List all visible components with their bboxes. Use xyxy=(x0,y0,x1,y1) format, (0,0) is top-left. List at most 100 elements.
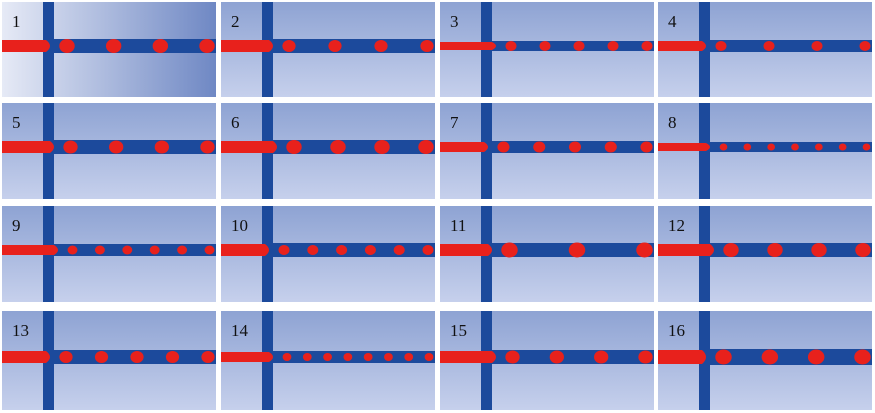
droplet xyxy=(278,245,290,255)
droplet xyxy=(343,353,353,361)
droplet xyxy=(336,245,348,255)
droplet xyxy=(282,40,296,52)
panel: 8 xyxy=(658,103,872,199)
dispersed-phase-inlet xyxy=(221,244,269,256)
droplet xyxy=(640,141,653,153)
droplet xyxy=(149,245,160,255)
droplet xyxy=(719,143,728,151)
panel: 13 xyxy=(2,311,216,410)
droplet xyxy=(282,353,292,361)
droplet xyxy=(323,353,332,361)
droplet xyxy=(791,143,799,151)
droplet xyxy=(122,245,133,255)
horizontal-channel xyxy=(43,140,216,154)
droplet xyxy=(384,353,393,361)
panel: 10 xyxy=(221,206,435,302)
droplet xyxy=(201,351,215,363)
panel: 14 xyxy=(221,311,435,410)
horizontal-channel xyxy=(699,40,872,52)
droplet xyxy=(715,349,732,365)
droplet xyxy=(573,41,585,51)
dispersed-phase-inlet xyxy=(221,40,273,52)
droplet xyxy=(109,140,124,154)
dispersed-phase-inlet xyxy=(658,41,706,51)
dispersed-phase-inlet xyxy=(2,141,54,153)
droplet xyxy=(568,242,586,258)
droplet xyxy=(855,243,871,257)
panel-label: 7 xyxy=(450,113,459,132)
panel: 9 xyxy=(2,206,216,302)
droplet xyxy=(63,140,78,154)
dispersed-phase-inlet xyxy=(2,40,50,52)
droplet xyxy=(363,353,373,361)
droplet xyxy=(607,41,619,51)
droplet xyxy=(165,351,180,363)
horizontal-channel xyxy=(699,349,872,365)
dispersed-phase-inlet xyxy=(221,141,277,153)
horizontal-channel xyxy=(262,39,435,53)
horizontal-channel xyxy=(262,243,435,257)
droplet xyxy=(568,141,582,153)
droplet xyxy=(767,243,783,257)
panel-label: 11 xyxy=(450,216,466,235)
droplet xyxy=(418,140,434,154)
panel: 4 xyxy=(658,2,872,97)
droplet xyxy=(330,140,346,154)
panel: 15 xyxy=(440,311,654,410)
panel: 6 xyxy=(221,103,435,199)
droplet xyxy=(807,349,825,365)
droplet xyxy=(307,245,319,255)
panel-label: 8 xyxy=(668,113,677,132)
panel-label: 1 xyxy=(12,12,21,31)
panel-label: 3 xyxy=(450,12,459,31)
droplet xyxy=(200,140,215,154)
panel-label: 6 xyxy=(231,113,240,132)
dispersed-phase-inlet xyxy=(2,351,50,363)
horizontal-channel xyxy=(481,243,654,257)
droplet xyxy=(641,41,653,51)
panel-label: 14 xyxy=(231,321,249,340)
droplet xyxy=(549,350,564,364)
droplet xyxy=(422,245,434,255)
droplet xyxy=(811,243,827,257)
panel-label: 2 xyxy=(231,12,240,31)
panel: 1 xyxy=(2,2,216,97)
droplet xyxy=(594,350,609,364)
droplet xyxy=(814,143,823,151)
horizontal-channel xyxy=(481,41,654,51)
droplet xyxy=(424,353,434,361)
panel-label: 13 xyxy=(12,321,29,340)
dispersed-phase-inlet xyxy=(440,42,496,50)
droplet xyxy=(763,41,775,51)
panel: 7 xyxy=(440,103,654,199)
horizontal-channel xyxy=(43,39,216,53)
droplet xyxy=(743,143,752,151)
droplet xyxy=(364,245,376,255)
droplet xyxy=(374,140,390,154)
droplet xyxy=(505,41,517,51)
droplet xyxy=(199,39,215,53)
droplet xyxy=(302,353,312,361)
droplet xyxy=(539,41,551,51)
panel-label: 10 xyxy=(231,216,248,235)
droplet xyxy=(328,40,342,52)
droplet xyxy=(761,349,779,365)
droplet xyxy=(420,40,434,52)
droplet xyxy=(374,40,388,52)
dispersed-phase-inlet xyxy=(440,351,496,363)
droplet xyxy=(177,245,188,255)
panel-label: 12 xyxy=(668,216,685,235)
horizontal-channel xyxy=(481,350,654,364)
droplet xyxy=(94,351,109,363)
horizontal-channel xyxy=(699,243,872,257)
droplet xyxy=(94,245,105,255)
droplet xyxy=(505,350,520,364)
panel: 12 xyxy=(658,206,872,302)
panel: 11 xyxy=(440,206,654,302)
droplet xyxy=(154,140,169,154)
droplet xyxy=(811,41,823,51)
droplet xyxy=(497,141,510,153)
dispersed-phase-inlet xyxy=(658,244,714,256)
panel: 5 xyxy=(2,103,216,199)
